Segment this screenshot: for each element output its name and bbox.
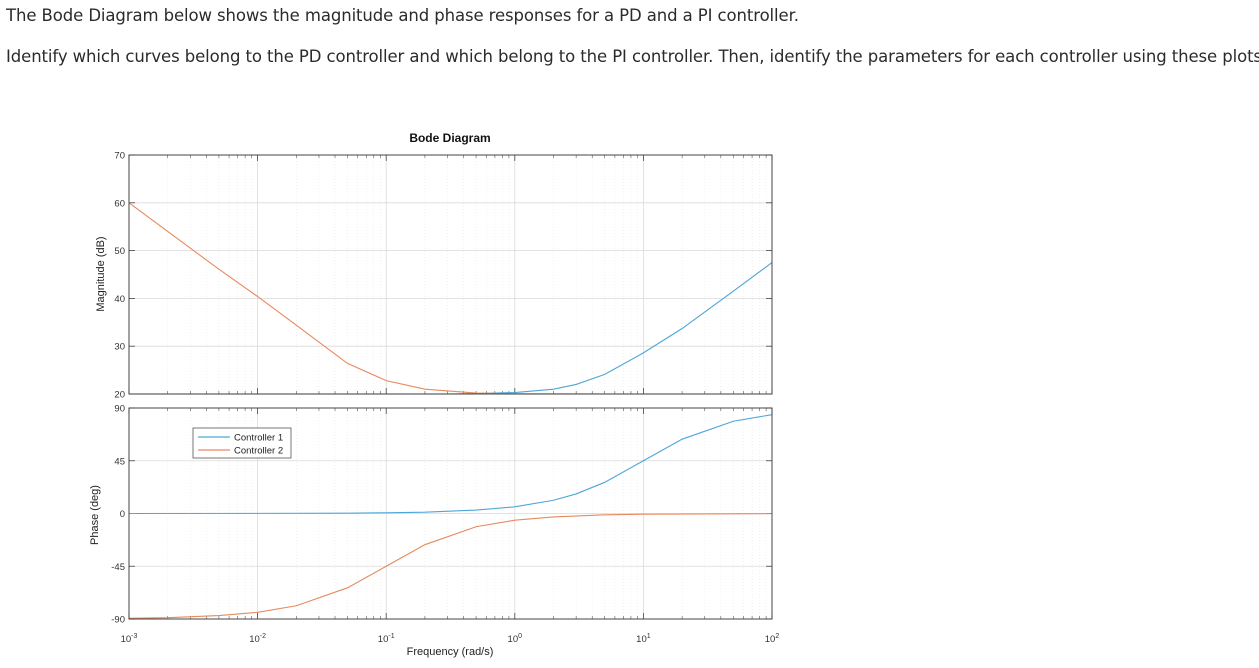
magnitude-y-axis-label: Magnitude (dB) bbox=[95, 236, 107, 311]
phase-y-axis-label: Phase (deg) bbox=[89, 485, 101, 545]
phase-y-tick-label: -45 bbox=[111, 562, 125, 573]
magnitude-axes-frame bbox=[128, 154, 773, 395]
magnitude-axes: 20 30 40 50 60 70 bbox=[114, 151, 773, 401]
x-axis-label: Frequency (rad/s) bbox=[407, 646, 494, 658]
phase-y-tick-label: 45 bbox=[114, 456, 125, 467]
legend-label-2: Controller 2 bbox=[234, 446, 283, 457]
question-line-2: Identify which curves belong to the PD c… bbox=[6, 47, 1259, 66]
phase-y-tick-label: 90 bbox=[114, 404, 125, 415]
x-tick-label: 10-1 bbox=[378, 633, 395, 645]
magnitude-y-tick-label: 40 bbox=[114, 294, 125, 305]
legend-label-1: Controller 1 bbox=[234, 433, 283, 444]
phase-series-1-line bbox=[128, 414, 773, 515]
legend-box bbox=[192, 427, 292, 459]
x-tick-label: 10-3 bbox=[121, 633, 138, 645]
question-line-1: The Bode Diagram below shows the magnitu… bbox=[6, 6, 799, 25]
legend: Controller 1 Controller 2 bbox=[192, 427, 292, 459]
phase-axes-frame bbox=[128, 407, 773, 620]
x-tick-label: 102 bbox=[765, 633, 780, 645]
x-tick-label: 100 bbox=[508, 633, 523, 645]
phase-series-2-line bbox=[128, 513, 773, 619]
magnitude-y-tick-label: 30 bbox=[114, 342, 125, 353]
x-tick-label: 101 bbox=[636, 633, 651, 645]
magnitude-y-tick-label: 20 bbox=[114, 390, 125, 401]
magnitude-y-tick-label: 60 bbox=[114, 198, 125, 209]
phase-y-tick-label: -90 bbox=[111, 615, 125, 626]
phase-y-tick-label: 0 bbox=[120, 509, 125, 520]
chart-title: Bode Diagram bbox=[409, 131, 490, 145]
x-tick-label: 10-2 bbox=[249, 633, 266, 645]
magnitude-y-tick-label: 50 bbox=[114, 246, 125, 257]
magnitude-y-tick-label: 70 bbox=[114, 151, 125, 162]
magnitude-plot-area bbox=[129, 155, 772, 394]
